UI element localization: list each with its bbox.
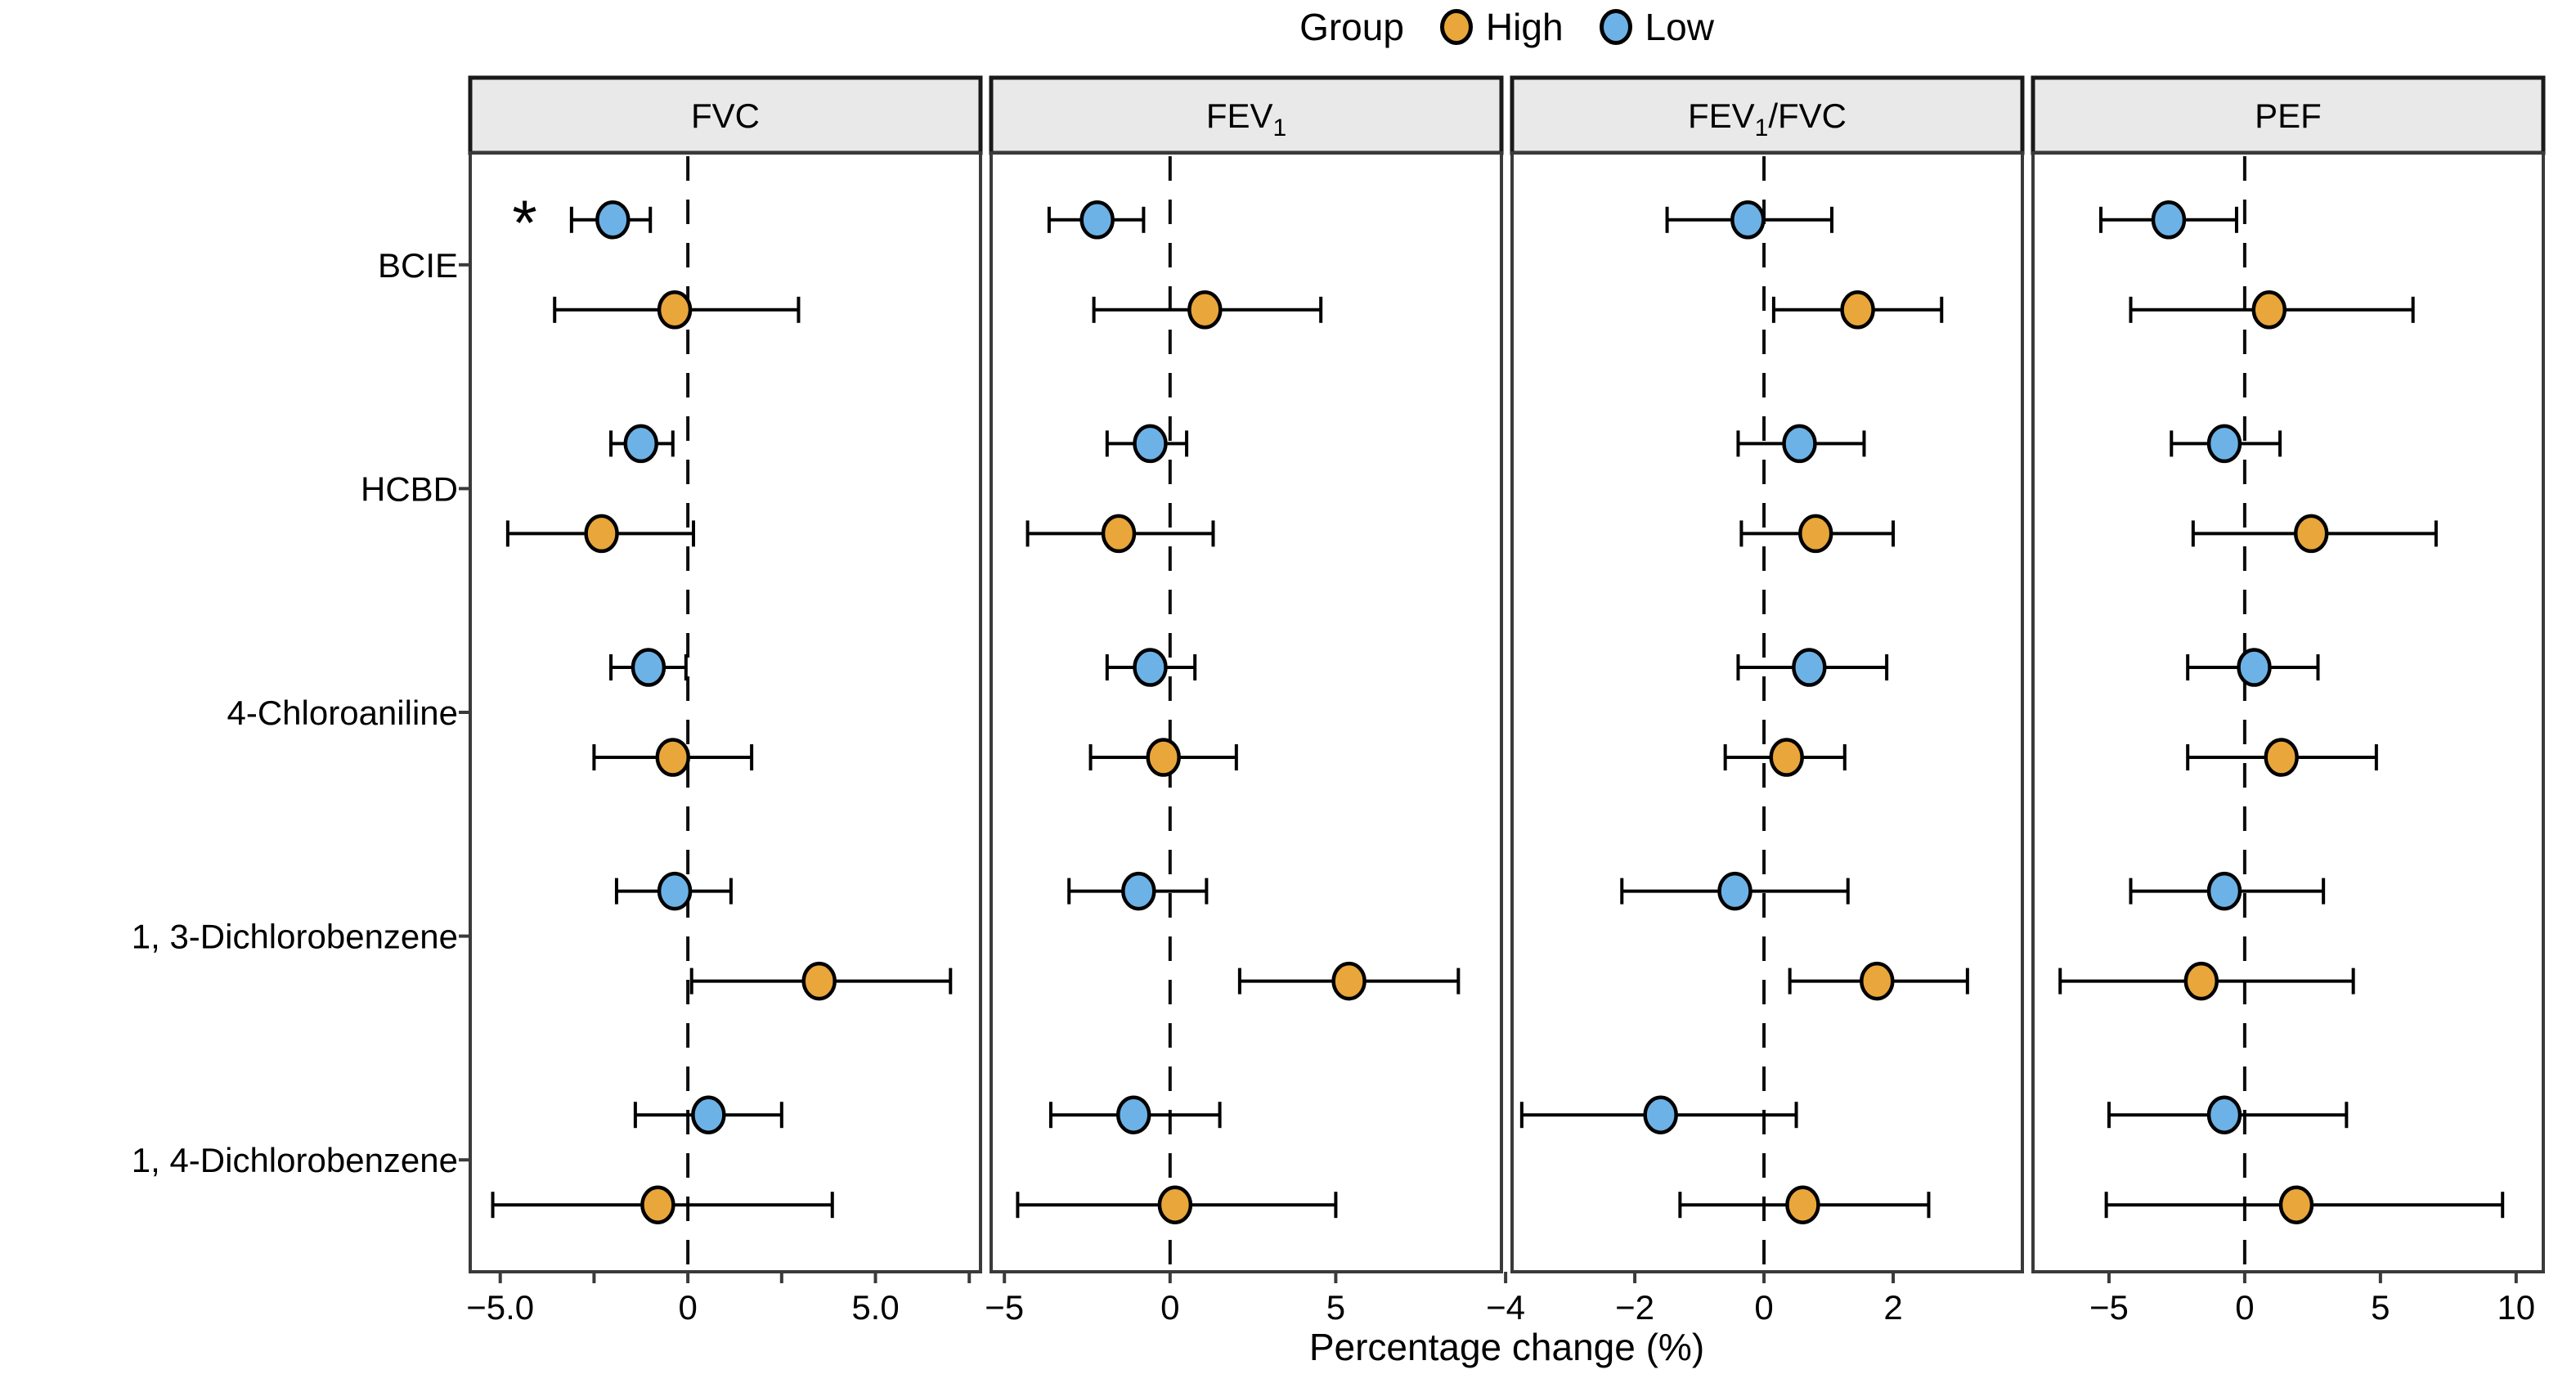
- data-point-high: [655, 738, 691, 777]
- data-point-high: [2278, 1185, 2314, 1224]
- facet-title: FEV1/FVC: [1688, 97, 1847, 141]
- x-axis-tick-label: 0: [1160, 1288, 1179, 1327]
- data-point-high: [657, 290, 693, 330]
- data-point-high: [584, 514, 619, 554]
- legend-item-high: High: [1439, 5, 1564, 49]
- data-point-low: [623, 424, 659, 464]
- legend-item-high-label: High: [1485, 6, 1564, 48]
- data-point-low: [2206, 1095, 2242, 1134]
- x-axis-tick-label: −5.0: [466, 1288, 534, 1327]
- y-axis-label: 4-Chloroaniline: [227, 694, 459, 732]
- data-point-high: [1146, 738, 1181, 777]
- facet-title: FVC: [691, 97, 760, 135]
- data-point-low: [1121, 871, 1156, 911]
- data-point-high: [1101, 514, 1137, 554]
- high-group-swatch-icon: [1439, 9, 1473, 45]
- data-point-low: [1730, 200, 1766, 240]
- data-point-low: [2206, 871, 2242, 911]
- data-point-high: [2251, 290, 2287, 330]
- data-point-low: [1133, 648, 1168, 687]
- low-group-swatch-icon: [1599, 9, 1632, 45]
- legend-title: Group: [1299, 6, 1404, 48]
- x-axis-tick-label: −5: [2089, 1288, 2129, 1327]
- significance-asterisk: *: [512, 186, 536, 258]
- data-point-high: [1769, 738, 1804, 777]
- y-axis-label: BCIE: [378, 246, 458, 285]
- x-axis-tick-label: −2: [1615, 1288, 1654, 1327]
- data-point-high: [1840, 290, 1875, 330]
- facet-header: [989, 75, 1504, 155]
- data-point-low: [2151, 200, 2187, 240]
- x-axis-title: Percentage change (%): [1308, 1326, 1705, 1368]
- facet-header: [2031, 75, 2546, 155]
- x-axis-tick-label: 10: [2497, 1288, 2535, 1327]
- legend-item-low-label: Low: [1645, 6, 1714, 48]
- data-point-high: [2293, 514, 2329, 554]
- data-point-low: [1079, 200, 1115, 240]
- data-point-high: [1785, 1185, 1820, 1224]
- facet-panel: [990, 151, 1503, 1273]
- y-axis-label: 1, 3-Dichlorobenzene: [132, 918, 458, 956]
- x-axis-tick-label: 0: [1754, 1288, 1773, 1327]
- data-point-high: [1187, 290, 1223, 330]
- data-point-low: [595, 200, 631, 240]
- facet-panel: [1510, 151, 2024, 1273]
- data-point-low: [1717, 871, 1752, 911]
- legend-item-low: Low: [1599, 5, 1714, 49]
- data-point-high: [1860, 961, 1895, 1001]
- data-point-high: [640, 1185, 675, 1224]
- data-point-low: [1782, 424, 1817, 464]
- x-axis-tick-label: 0: [2235, 1288, 2254, 1327]
- data-point-low: [631, 648, 666, 687]
- x-axis-tick-label: 5: [2371, 1288, 2390, 1327]
- data-point-high: [2264, 738, 2299, 777]
- data-point-low: [1792, 648, 1827, 687]
- data-point-high: [1797, 514, 1833, 554]
- data-point-high: [1331, 961, 1367, 1001]
- y-axis-label: HCBD: [361, 469, 458, 508]
- facet-panel: [469, 151, 982, 1273]
- data-point-low: [1115, 1095, 1151, 1134]
- data-point-low: [2206, 424, 2242, 464]
- data-point-low: [2237, 648, 2272, 687]
- data-point-low: [657, 871, 693, 911]
- data-point-high: [1157, 1185, 1193, 1224]
- x-axis-tick-label: 5: [1326, 1288, 1345, 1327]
- y-axis-label: 1, 4-Dichlorobenzene: [132, 1141, 458, 1179]
- facet-title: FEV1: [1206, 97, 1286, 141]
- data-point-high: [2183, 961, 2219, 1001]
- data-point-high: [801, 961, 837, 1001]
- x-axis-tick-label: −5: [985, 1288, 1024, 1327]
- facet-header: [1510, 75, 2025, 155]
- facet-header: [468, 75, 983, 155]
- chart-legend: Group High Low: [470, 5, 2543, 49]
- data-point-low: [1643, 1095, 1678, 1134]
- x-axis-tick-label: −4: [1486, 1288, 1525, 1327]
- facet-title: PEF: [2255, 97, 2322, 135]
- data-point-low: [1133, 424, 1168, 464]
- data-point-low: [691, 1095, 726, 1134]
- x-axis-tick-label: 5.0: [851, 1288, 899, 1327]
- facet-panel: [2031, 151, 2545, 1273]
- x-axis-tick-label: 2: [1883, 1288, 1902, 1327]
- x-axis-tick-label: 0: [678, 1288, 697, 1327]
